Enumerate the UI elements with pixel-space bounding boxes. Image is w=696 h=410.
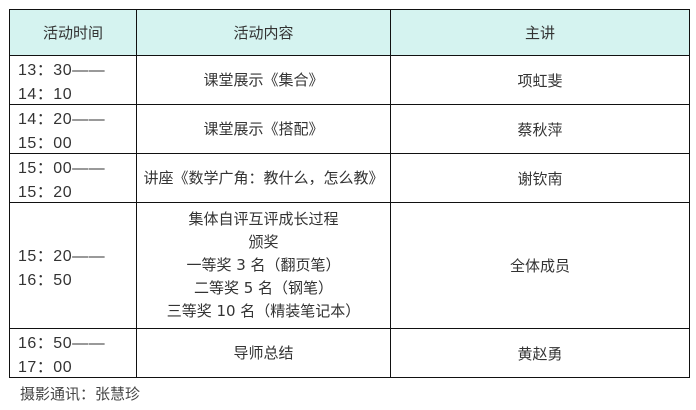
- speaker-cell: 黄赵勇: [390, 328, 690, 378]
- table-row: 15：00——15：20 讲座《数学广角：教什么，怎么教》 谢钦南: [9, 153, 690, 203]
- content-line: 二等奖 5 名（钢笔）: [193, 279, 334, 297]
- header-content: 活动内容: [136, 9, 391, 56]
- time-cell: 16：50——17：00: [9, 328, 137, 378]
- content-line: 集体自评互评成长过程: [188, 210, 339, 228]
- content-cell: 课堂展示《搭配》: [136, 104, 391, 154]
- content-line: 一等奖 3 名（翻页笔）: [186, 256, 341, 274]
- header-speaker: 主讲: [390, 9, 690, 56]
- table-row: 16：50——17：00 导师总结 黄赵勇: [9, 328, 690, 378]
- table-row: 14：20——15：00 课堂展示《搭配》 蔡秋萍: [9, 104, 690, 154]
- table-row: 15：20——16：50 集体自评互评成长过程 颁奖 一等奖 3 名（翻页笔） …: [9, 202, 690, 329]
- content-line: 颁奖: [248, 233, 279, 251]
- time-cell: 15：00——15：20: [9, 153, 137, 203]
- time-cell: 13：30——14：10: [9, 55, 137, 105]
- speaker-cell: 项虹斐: [390, 55, 690, 105]
- time-cell: 14：20——15：00: [9, 104, 137, 154]
- header-time: 活动时间: [9, 9, 137, 56]
- content-line: 讲座《数学广角：教什么，怎么教》: [143, 168, 384, 187]
- content-cell: 导师总结: [136, 328, 391, 378]
- header-row: 活动时间 活动内容 主讲: [9, 9, 690, 56]
- content-line: 三等奖 10 名（精装笔记本）: [166, 302, 361, 320]
- content-cell: 讲座《数学广角：教什么，怎么教》: [136, 153, 391, 203]
- table-row: 13：30——14：10 课堂展示《集合》 项虹斐: [9, 55, 690, 105]
- photo-credit: 摄影通讯：张慧珍: [20, 385, 141, 403]
- content-line: 导师总结: [233, 343, 294, 362]
- speaker-cell: 蔡秋萍: [390, 104, 690, 154]
- schedule-table: 活动时间 活动内容 主讲 13：30——14：10 课堂展示《集合》 项虹斐 1…: [9, 9, 690, 378]
- content-line: 课堂展示《集合》: [203, 70, 324, 89]
- content-cell: 集体自评互评成长过程 颁奖 一等奖 3 名（翻页笔） 二等奖 5 名（钢笔） 三…: [136, 202, 391, 329]
- speaker-cell: 谢钦南: [390, 153, 690, 203]
- speaker-cell: 全体成员: [390, 202, 690, 329]
- time-cell: 15：20——16：50: [9, 202, 137, 329]
- content-cell: 课堂展示《集合》: [136, 55, 391, 105]
- content-line: 课堂展示《搭配》: [203, 119, 324, 138]
